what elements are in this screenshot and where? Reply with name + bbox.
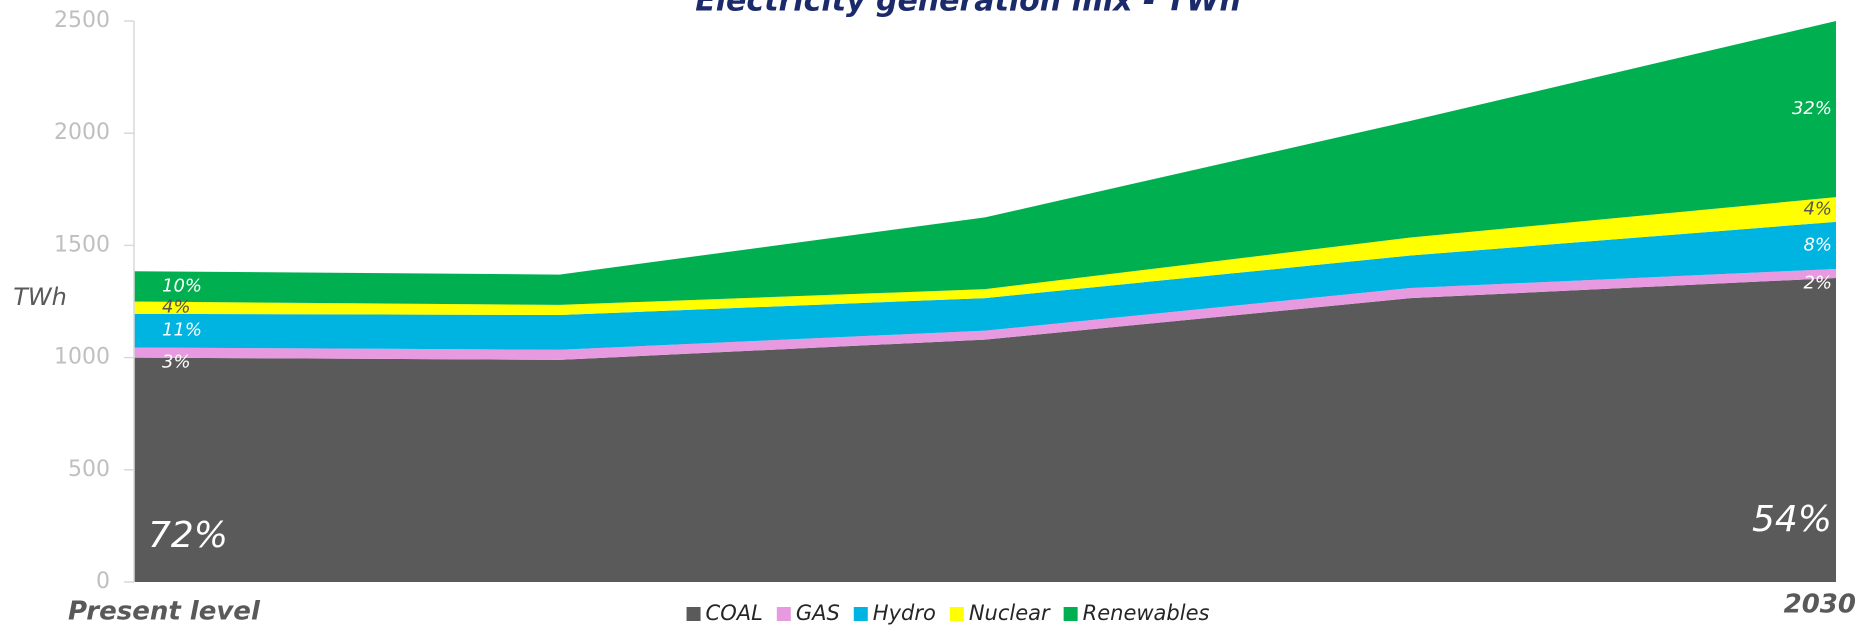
legend-swatch [686, 607, 701, 621]
plot-area [134, 21, 1836, 582]
share-label: 32% [1792, 98, 1832, 119]
y-tick-label: 1500 [54, 232, 110, 257]
legend-swatch [949, 607, 964, 621]
share-label: 3% [162, 352, 191, 373]
legend-swatch [853, 607, 868, 621]
chart-title: Electricity generation mix - TWh [695, 0, 1240, 19]
x-tick-label: 2030 [1784, 590, 1856, 620]
area [134, 197, 1836, 315]
legend-label: Hydro [873, 601, 936, 625]
share-label: 4% [1803, 198, 1832, 219]
y-tick-label: 2000 [54, 120, 110, 145]
y-axis-label: TWh [13, 283, 67, 311]
share-label: 11% [162, 320, 202, 341]
share-label: 8% [1803, 234, 1832, 255]
legend-item: GAS [776, 601, 840, 625]
legend-label: GAS [796, 601, 840, 625]
legend-swatch [776, 607, 791, 621]
share-label: 54% [1752, 499, 1832, 540]
y-tick-label: 2500 [54, 8, 110, 33]
legend-item: Renewables [1063, 601, 1210, 625]
legend-label: COAL [706, 601, 763, 625]
x-tick-label: Present level [68, 597, 261, 626]
share-label: 4% [162, 297, 191, 318]
share-label: 10% [162, 275, 202, 296]
y-tick-label: 0 [96, 569, 110, 594]
legend-swatch [1063, 607, 1078, 621]
share-label: 72% [148, 515, 228, 556]
y-tick-label: 1000 [54, 345, 110, 370]
legend-label: Nuclear [969, 601, 1051, 625]
area [134, 277, 1836, 582]
legend-item: Nuclear [949, 601, 1051, 625]
share-label: 2% [1803, 272, 1832, 293]
legend-item: Hydro [853, 601, 936, 625]
legend-item: COAL [686, 601, 763, 625]
legend-label: Renewables [1083, 601, 1210, 625]
area [134, 21, 1836, 305]
y-tick-label: 500 [68, 457, 110, 482]
area [134, 221, 1836, 350]
area [134, 268, 1836, 360]
